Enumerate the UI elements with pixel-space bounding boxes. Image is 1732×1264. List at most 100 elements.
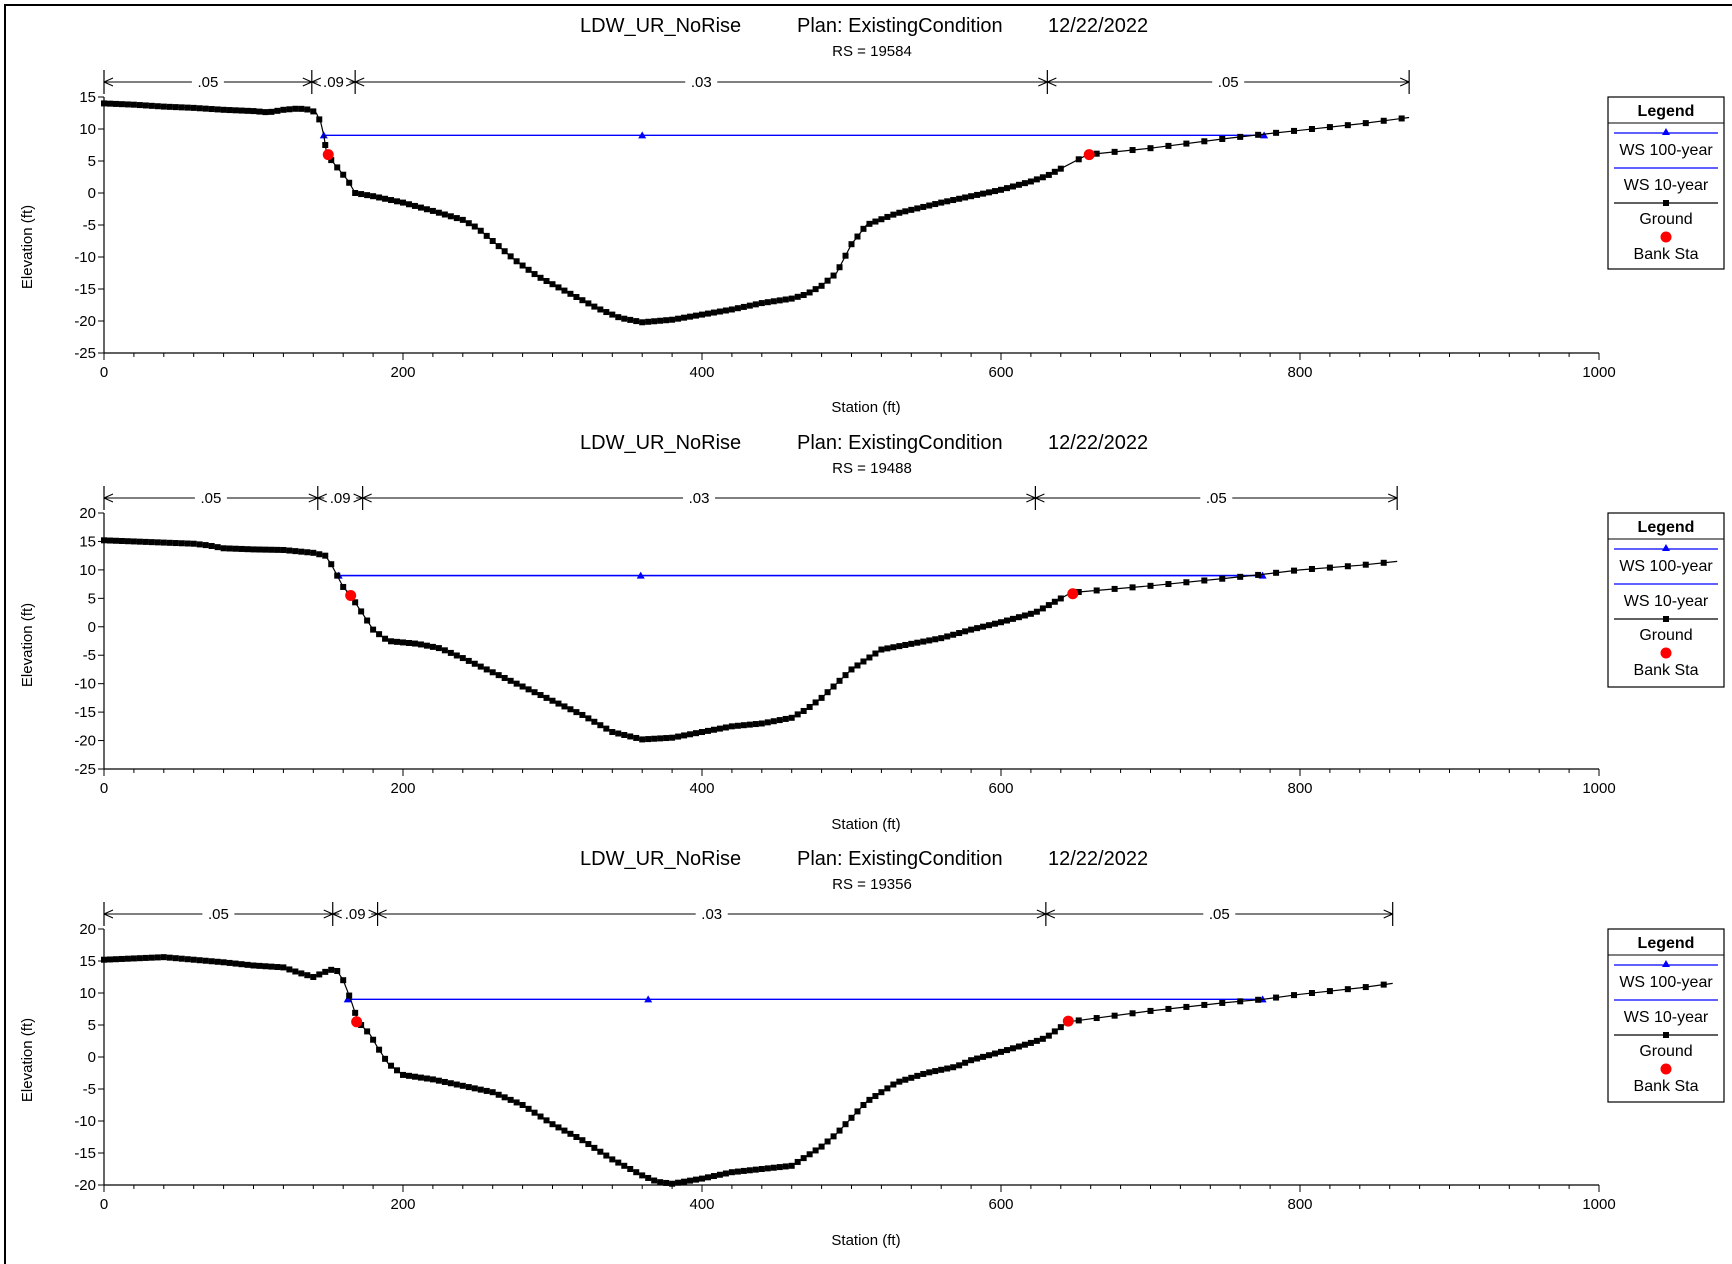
ground-point [962,1059,969,1066]
ground-point [992,620,999,627]
chart-panel: LDW_UR_NoRise Plan: ExistingCondition 12… [19,15,1616,416]
ground-point [322,968,329,975]
ground-point [770,1164,777,1171]
ground-point [627,1166,634,1172]
ground-point [836,1127,843,1134]
ground-point [226,107,233,114]
ground-point [842,1121,849,1128]
ground-point [866,220,873,227]
ground-point [316,971,323,978]
ground-point [734,722,741,729]
n-arrow-right [1026,493,1036,503]
ground-point [794,293,801,300]
ground-point [1165,142,1172,149]
ground-line [103,956,1393,1185]
ground-point [322,552,329,559]
ground-point [830,683,837,690]
ground-point [244,546,251,553]
ground-point [405,201,412,208]
ground-point [722,307,729,314]
ground-point [788,1162,795,1169]
ground-point [394,638,401,645]
bank-station-marker [351,1016,363,1028]
ground-point [938,1066,945,1073]
ground-point [854,233,861,240]
y-tick-label: -10 [74,1113,96,1130]
ground-point [1201,577,1208,584]
ground-point [740,303,747,310]
ground-point [364,1028,371,1035]
ground-point [459,655,466,662]
ground-point [148,539,155,546]
ground-point [693,312,700,319]
ground-point [352,190,359,196]
ground-point [776,297,783,304]
ground-point [292,968,299,975]
ground-point [764,719,771,726]
ground-point [465,1084,472,1091]
ground-point [1057,595,1064,602]
ground-point [394,1067,401,1074]
x-tick-label: 800 [1287,1196,1312,1213]
ground-point [561,287,568,294]
ground-point [1129,1010,1136,1017]
n-arrow-left [103,909,114,919]
ground-point [567,706,574,713]
ground-point [238,107,245,114]
legend-label-ws100: WS 100-year [1619,558,1713,575]
chart-title-project: LDW_UR_NoRise [580,432,741,454]
square-marker-icon [1663,616,1669,622]
ground-point [639,319,646,326]
ground-point [734,305,741,312]
ground-point [561,703,568,710]
ground-point [154,539,161,546]
ground-point [184,956,191,963]
ground-point [334,572,341,579]
ground-point [543,1117,550,1124]
ground-point [328,157,335,164]
ground-point [507,677,514,684]
ground-point [800,292,807,299]
ground-point [609,311,616,318]
ground-point [184,104,191,111]
ground-point [358,608,365,615]
ground-point [262,109,269,116]
n-arrow-left [1045,909,1056,919]
x-tick-label: 400 [689,1196,714,1213]
ground-point [1165,1005,1172,1012]
legend-label-ground: Ground [1639,627,1692,644]
ground-point [1039,605,1046,612]
ground-point [471,1085,478,1092]
ground-point [1039,1035,1046,1042]
ground-point [310,108,317,115]
ground-point [920,203,927,210]
ground-point [1093,150,1100,157]
ground-point [1057,165,1064,172]
legend-title: Legend [1638,103,1695,120]
ground-point [693,1176,700,1183]
ground-point [118,537,125,544]
ground-point [728,1169,735,1176]
ground-point [106,956,113,963]
ground-point [591,303,598,310]
x-tick-label: 400 [689,780,714,797]
ground-point [112,537,119,544]
n-value-label: .05 [200,490,221,507]
ground-point [926,202,933,209]
ground-point [220,959,227,966]
ground-point [124,101,131,108]
ground-point [651,1177,658,1184]
ground-point [256,546,263,553]
ground-point [585,715,592,722]
ground-point [304,549,311,556]
ground-point [1344,122,1351,129]
y-tick-label: 10 [79,121,96,138]
ground-point [208,542,215,549]
ground-point [286,547,293,554]
ground-point [274,546,281,553]
ground-point [902,1076,909,1083]
n-arrow-right [302,77,313,87]
x-tick-label: 0 [100,1196,108,1213]
ground-point [304,106,311,113]
ground-point [758,300,765,307]
